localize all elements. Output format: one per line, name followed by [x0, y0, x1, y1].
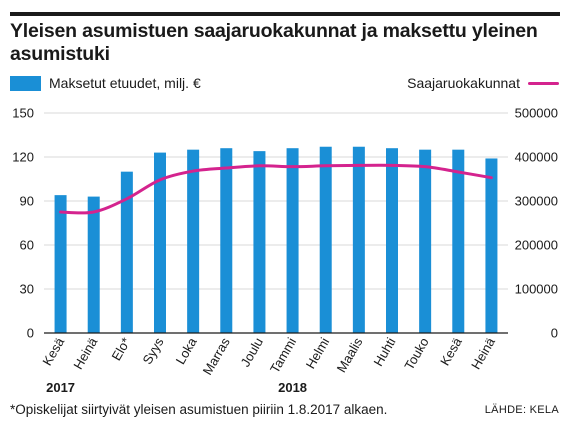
bar — [253, 151, 266, 333]
category-label: Marras — [200, 335, 233, 378]
left-tick-label: 60 — [20, 238, 34, 253]
bar — [187, 149, 200, 333]
right-tick-label: 500000 — [515, 106, 558, 121]
bar — [286, 148, 299, 333]
source-credit: LÄHDE: KELA — [484, 404, 559, 416]
year-label: 2017 — [46, 380, 75, 395]
right-tick-label: 400000 — [515, 150, 558, 165]
footnote: *Opiskelijat siirtyivät yleisen asumistu… — [10, 402, 388, 417]
bar — [87, 196, 100, 333]
category-label: Loka — [173, 334, 200, 367]
legend-line-swatch — [528, 81, 559, 85]
legend-bar-swatch — [10, 75, 41, 91]
left-tick-label: 0 — [27, 326, 34, 341]
right-tick-label: 300000 — [515, 194, 558, 209]
title-rule — [10, 12, 560, 16]
legend-bars: Maksetut etuudet, milj. € — [10, 75, 201, 91]
left-tick-label: 120 — [12, 150, 34, 165]
right-tick-label: 200000 — [515, 238, 558, 253]
bar — [220, 148, 233, 333]
category-label: Elo* — [109, 335, 134, 363]
category-label: Tammi — [267, 335, 299, 376]
category-label: Heinä — [468, 334, 498, 372]
bar — [54, 195, 67, 333]
bar — [120, 171, 133, 333]
chart-title: Yleisen asumistuen saajaruokakunnat ja m… — [10, 20, 538, 65]
category-label: Maalis — [334, 335, 366, 375]
legend-bars-label: Maksetut etuudet, milj. € — [49, 75, 201, 91]
category-label: Helmi — [303, 335, 333, 371]
bar — [485, 158, 498, 333]
left-tick-label: 30 — [20, 282, 34, 297]
category-label: Syys — [140, 335, 167, 367]
legend-line-label: Saajaruokakunnat — [407, 75, 520, 91]
year-label: 2018 — [278, 380, 307, 395]
left-tick-label: 90 — [20, 194, 34, 209]
right-tick-label: 0 — [551, 326, 558, 341]
category-label: Heinä — [70, 334, 100, 372]
category-label: Joulu — [237, 335, 266, 369]
bar — [452, 149, 465, 333]
category-label: Huhti — [370, 335, 398, 369]
category-label: Kesä — [437, 334, 465, 368]
category-label: Kesä — [39, 334, 67, 368]
right-tick-label: 100000 — [515, 282, 558, 297]
bar — [352, 146, 365, 333]
legend-line: Saajaruokakunnat — [407, 75, 559, 91]
series-line — [59, 163, 493, 215]
bar — [386, 148, 398, 333]
category-label: Touko — [401, 335, 431, 373]
bar — [319, 146, 332, 333]
left-tick-label: 150 — [12, 106, 34, 121]
bar — [154, 152, 166, 333]
bar — [419, 149, 432, 333]
